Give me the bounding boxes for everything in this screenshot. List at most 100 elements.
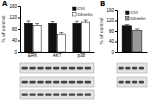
blot-frame xyxy=(117,63,147,73)
legend: CtrlGhrelin xyxy=(126,10,146,21)
y-axis-title: % of control xyxy=(99,17,104,44)
blot-band xyxy=(69,67,75,70)
blot-band xyxy=(22,81,28,84)
tick-label: 80 xyxy=(109,29,115,34)
tick-label: 40 xyxy=(109,39,115,44)
axis-line xyxy=(18,7,21,53)
tick-label: 0 xyxy=(14,50,17,55)
y-tick: 120 xyxy=(9,15,20,20)
blot-band xyxy=(125,81,130,84)
tick-label: 120 xyxy=(106,18,114,23)
x-axis: ERK AKT p38 xyxy=(21,52,95,58)
legend-label: Ctrl xyxy=(78,6,85,11)
axis-line xyxy=(115,11,118,53)
axis-line xyxy=(118,52,148,53)
blot-band xyxy=(69,93,75,95)
blot-band xyxy=(22,93,28,95)
blot-band xyxy=(139,67,144,70)
blot-band xyxy=(69,81,75,84)
tick-mark xyxy=(115,42,117,43)
y-axis-title: % of control xyxy=(1,15,6,42)
tick-mark xyxy=(18,52,20,53)
tick-label: 0 xyxy=(111,50,114,55)
panel-label: A xyxy=(2,0,8,8)
blot xyxy=(117,77,147,87)
blot-band xyxy=(29,81,35,84)
error-bar xyxy=(75,21,79,23)
tick-mark xyxy=(115,31,117,32)
legend-item: Ctrl xyxy=(73,6,85,11)
y-axis: 04080120160 xyxy=(9,4,20,55)
tick-label: 160 xyxy=(9,4,17,9)
blot xyxy=(20,90,94,99)
error-bar xyxy=(35,24,39,26)
blot-band xyxy=(53,81,59,84)
x-tick: AKT xyxy=(53,52,62,58)
legend-item: Ghrelin xyxy=(126,16,146,21)
legend-item: Ghrelin xyxy=(73,12,93,17)
bar xyxy=(73,23,81,52)
legend-swatch xyxy=(73,13,77,17)
legend-swatch xyxy=(73,7,77,11)
y-axis: 0 40 80 120 160 xyxy=(106,8,117,55)
blot-frame xyxy=(20,90,94,99)
y-tick: 80 xyxy=(12,27,20,32)
blot-band xyxy=(37,67,43,70)
y-tick: 40 xyxy=(109,39,117,44)
tick-mark xyxy=(18,18,20,19)
legend-label: Ghrelin xyxy=(131,16,146,21)
blot-band xyxy=(132,67,137,70)
tick-mark xyxy=(18,29,20,30)
blot-band xyxy=(53,67,59,70)
blot-frame xyxy=(117,77,147,87)
blot-band xyxy=(45,93,51,95)
error-bar xyxy=(59,32,63,34)
legend-label: Ghrelin xyxy=(78,12,93,17)
bar xyxy=(33,26,41,52)
tick-mark xyxy=(18,6,20,7)
plot-area xyxy=(122,24,142,52)
panel-label: B xyxy=(100,0,105,8)
blot-band xyxy=(45,81,51,84)
blot-frame xyxy=(20,63,94,73)
bar xyxy=(24,23,32,52)
blot-band xyxy=(61,81,67,84)
tick-label: p38 xyxy=(78,53,86,58)
blot-band xyxy=(85,93,91,95)
bar xyxy=(49,23,57,52)
error-bar xyxy=(84,20,88,22)
bar xyxy=(82,22,90,52)
y-tick: 160 xyxy=(9,4,20,9)
bar xyxy=(132,30,141,52)
blot-band xyxy=(53,93,59,95)
tick-label: 160 xyxy=(106,8,114,13)
legend-item: Ctrl xyxy=(126,10,138,15)
blot-band xyxy=(29,67,35,70)
blot-band xyxy=(119,81,124,84)
blot xyxy=(117,63,147,73)
blot-band xyxy=(139,81,144,84)
blot-band xyxy=(22,67,28,70)
blot xyxy=(20,77,94,87)
y-tick: 0 xyxy=(111,50,117,55)
blot-band xyxy=(132,81,137,84)
blot-band xyxy=(77,93,83,95)
blot-band xyxy=(29,93,35,95)
y-tick: 120 xyxy=(106,18,117,23)
tick-mark xyxy=(18,41,20,42)
tick-label: ERK xyxy=(28,53,37,58)
blot-band xyxy=(37,93,43,95)
legend: CtrlGhrelin xyxy=(73,6,93,17)
panel: A% of control04080120160ERKAKTp38CtrlGhr… xyxy=(1,0,95,99)
blot xyxy=(20,63,94,73)
tick-mark xyxy=(115,52,117,53)
bar xyxy=(57,34,65,52)
error-bar xyxy=(51,22,55,24)
x-tick: ERK xyxy=(28,52,37,58)
legend-swatch xyxy=(126,11,130,15)
figure: A% of control04080120160ERKAKTp38CtrlGhr… xyxy=(0,0,150,102)
blot-band xyxy=(77,81,83,84)
error-bar xyxy=(124,24,129,25)
error-bar xyxy=(135,29,140,31)
x-tick: p38 xyxy=(78,52,86,58)
